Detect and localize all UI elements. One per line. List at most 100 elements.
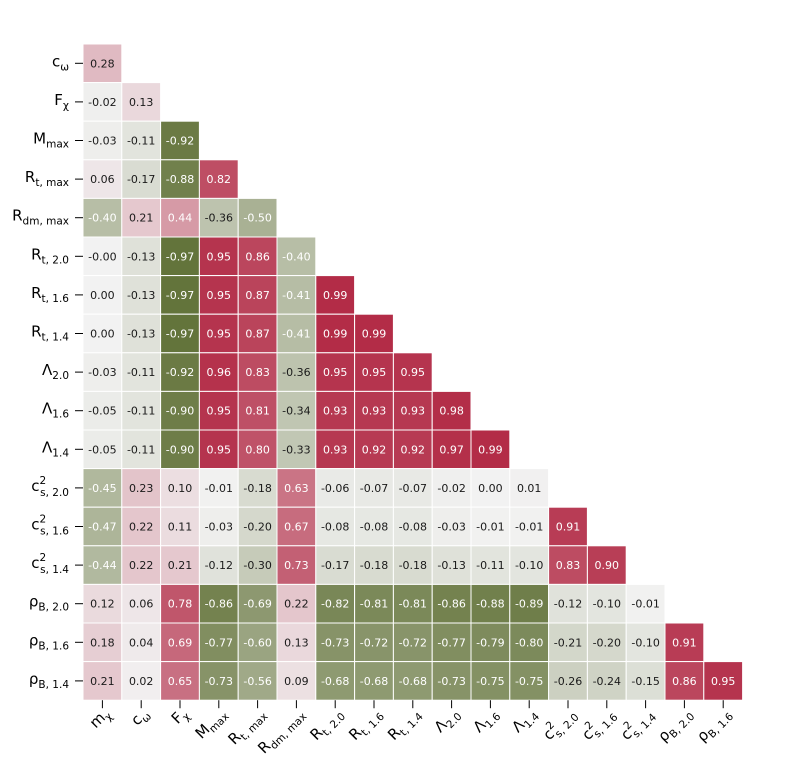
cell-value-label: -0.03 — [437, 521, 465, 534]
heatmap-cell — [354, 390, 394, 431]
heatmap-cell — [315, 468, 356, 508]
heatmap-cell — [160, 236, 200, 277]
cell-value-label: 0.95 — [207, 443, 232, 456]
cell-value-label: 0.23 — [129, 482, 154, 495]
cell-value-label: -0.13 — [127, 328, 155, 341]
cell-value-label: 0.22 — [129, 559, 154, 572]
cell-value-label: -0.88 — [476, 598, 504, 611]
heatmap-cell — [237, 583, 278, 624]
cell-value-label: -0.13 — [127, 289, 155, 302]
cell-value-label: 0.99 — [323, 289, 348, 302]
row-tick-label: cω — [52, 52, 69, 73]
heatmap-cell — [586, 583, 627, 624]
column-tick-label: Rt, 1.4 — [384, 704, 426, 746]
heatmap-cell — [625, 583, 666, 624]
cell-value-label: -0.40 — [282, 250, 310, 263]
heatmap-cell — [121, 275, 162, 315]
cell-value-label: -0.03 — [205, 521, 233, 534]
cell-value-label: 0.87 — [245, 328, 270, 341]
heatmap-cell — [121, 622, 162, 663]
heatmap-cell — [548, 583, 588, 624]
cell-value-label: -0.13 — [127, 250, 155, 263]
row-tick-label: c2 s, 1.6 — [31, 514, 69, 538]
cell-value-label: 0.86 — [672, 675, 697, 688]
cell-value-label: -0.97 — [166, 328, 194, 341]
cell-value-label: -0.75 — [476, 675, 504, 688]
heatmap-cell — [276, 275, 317, 315]
heatmap-cell — [160, 506, 200, 547]
heatmap-cell — [160, 583, 200, 624]
heatmap-cell — [470, 661, 511, 701]
cell-value-label: 0.93 — [362, 405, 387, 418]
cell-value-label: -0.05 — [88, 443, 116, 456]
heatmap-cell — [237, 506, 278, 547]
heatmap-cell — [354, 313, 394, 354]
heatmap-cell — [315, 545, 356, 585]
cell-value-label: 0.21 — [129, 212, 154, 225]
heatmap-cell — [276, 661, 317, 701]
heatmap-cell — [470, 545, 511, 585]
heatmap-cell — [392, 661, 433, 701]
cell-value-label: -0.17 — [321, 559, 349, 572]
heatmap-cell — [276, 390, 317, 431]
heatmap-cell — [548, 661, 588, 701]
cell-value-label: 0.67 — [284, 521, 309, 534]
cell-value-label: -0.34 — [282, 405, 310, 418]
cell-value-label: -0.73 — [321, 636, 349, 649]
heatmap-cell — [586, 661, 627, 701]
cell-value-label: 0.65 — [168, 675, 193, 688]
cell-value-label: 0.93 — [323, 405, 348, 418]
cell-value-label: -0.08 — [399, 521, 427, 534]
row-tick-label: Rt, 1.4 — [31, 323, 69, 344]
heatmap-cell — [392, 352, 433, 392]
row-tick-label: Rt, 2.0 — [31, 245, 69, 266]
cell-value-label: -0.11 — [127, 405, 155, 418]
heatmap-cell — [354, 622, 394, 663]
cell-value-label: 0.78 — [168, 598, 193, 611]
cell-value-label: 0.92 — [362, 443, 387, 456]
heatmap-cell — [121, 583, 162, 624]
cell-value-label: -0.01 — [631, 598, 659, 611]
cell-value-label: -0.41 — [282, 328, 310, 341]
cell-value-label: 0.80 — [245, 443, 270, 456]
heatmap-cell — [315, 622, 356, 663]
cell-value-label: -0.45 — [88, 482, 116, 495]
cell-value-label: -0.01 — [515, 521, 543, 534]
cell-value-label: 0.83 — [556, 559, 581, 572]
cell-value-label: -0.82 — [321, 598, 349, 611]
row-tick-label: Rt, max — [25, 168, 69, 189]
heatmap-cell — [315, 506, 356, 547]
cell-value-label: -0.11 — [476, 559, 504, 572]
cell-value-label: 0.99 — [362, 328, 387, 341]
heatmap-cell — [470, 583, 511, 624]
heatmap-cell — [82, 622, 123, 663]
cell-value-label: -0.15 — [631, 675, 659, 688]
cell-value-label: 0.21 — [90, 675, 115, 688]
cell-value-label: -0.40 — [88, 212, 116, 225]
row-tick-label: ρB, 1.4 — [29, 670, 69, 691]
heatmap-cell — [198, 390, 239, 431]
column-tick-label: mχ — [86, 704, 115, 733]
cell-value-label: 0.95 — [362, 366, 387, 379]
heatmap-cell — [586, 545, 627, 585]
heatmap-cell — [276, 622, 317, 663]
heatmap-cell — [548, 506, 588, 547]
cell-value-label: 0.96 — [207, 366, 232, 379]
heatmap-cell — [276, 468, 317, 508]
heatmap-cell — [392, 506, 433, 547]
cell-value-label: 0.44 — [168, 212, 193, 225]
heatmap-cell — [276, 352, 317, 392]
cell-value-label: -0.18 — [399, 559, 427, 572]
row-tick-label: c2 s, 2.0 — [31, 475, 69, 499]
cell-value-label: -0.90 — [166, 405, 194, 418]
heatmap-cell — [276, 545, 317, 585]
heatmap-cell — [121, 197, 162, 238]
cell-value-label: -0.97 — [166, 289, 194, 302]
column-tick-label: Rt, 2.0 — [306, 704, 348, 746]
heatmap-cell — [121, 159, 162, 199]
cell-value-label: -0.21 — [554, 636, 582, 649]
cell-value-label: -0.20 — [593, 636, 621, 649]
cell-value-label: -0.68 — [399, 675, 427, 688]
cell-value-label: 0.22 — [129, 521, 154, 534]
